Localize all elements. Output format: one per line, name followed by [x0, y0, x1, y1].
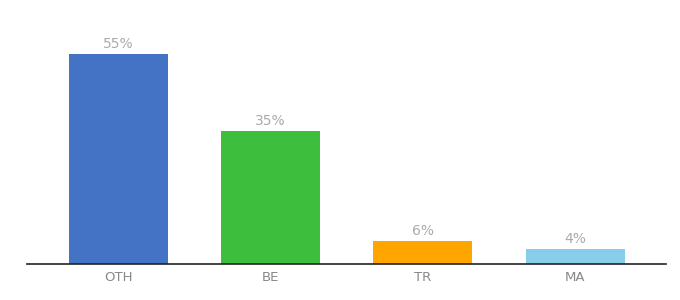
Text: 6%: 6% [412, 224, 434, 238]
Text: 35%: 35% [256, 114, 286, 128]
Bar [221, 131, 320, 264]
Bar [373, 241, 473, 264]
Text: 4%: 4% [564, 232, 586, 246]
Bar [526, 249, 624, 264]
Text: 55%: 55% [103, 38, 134, 51]
Bar [69, 55, 168, 264]
